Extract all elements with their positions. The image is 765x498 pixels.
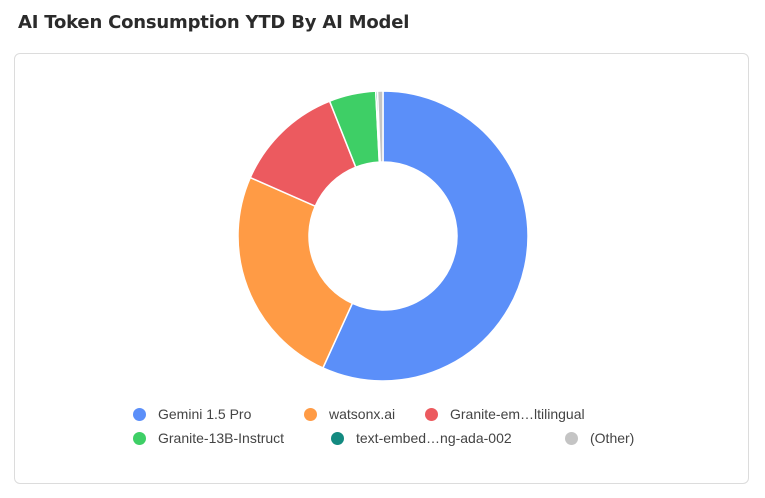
legend-item-text-embedding-ada-002[interactable]: text-embed…ng-ada-002 xyxy=(331,428,512,448)
legend-dot-icon xyxy=(331,431,344,445)
legend-label: Gemini 1.5 Pro xyxy=(158,406,252,422)
donut-slice-gemini-1-5-pro[interactable] xyxy=(321,90,529,382)
legend-dot-icon xyxy=(565,431,578,445)
legend-item-watsonx-ai[interactable]: watsonx.ai xyxy=(304,404,395,424)
legend-label: Granite-13B-Instruct xyxy=(158,430,285,446)
legend-label: watsonx.ai xyxy=(329,406,396,422)
legend-item-granite-multilingual[interactable]: Granite-em…ltilingual xyxy=(425,404,585,424)
chart-legend: Gemini 1.5 Pro watsonx.ai Granite-em…lti… xyxy=(0,404,765,464)
legend-label: text-embed…ng-ada-002 xyxy=(356,430,512,446)
legend-label: Granite-em…ltilingual xyxy=(450,406,585,422)
legend-dot-icon xyxy=(133,407,146,421)
donut-slice-watsonx-ai[interactable] xyxy=(237,176,354,369)
legend-item-granite-13b-instruct[interactable]: Granite-13B-Instruct xyxy=(133,428,284,448)
legend-label: (Other) xyxy=(590,430,635,446)
legend-dot-icon xyxy=(304,407,317,421)
donut-slice-other[interactable] xyxy=(376,90,384,163)
legend-item-gemini-1-5-pro[interactable]: Gemini 1.5 Pro xyxy=(133,404,251,424)
legend-dot-icon xyxy=(425,407,438,421)
legend-dot-icon xyxy=(133,431,146,445)
donut-chart xyxy=(237,90,529,382)
chart-title: AI Token Consumption YTD By AI Model xyxy=(18,12,410,33)
legend-item-other[interactable]: (Other) xyxy=(565,428,634,448)
